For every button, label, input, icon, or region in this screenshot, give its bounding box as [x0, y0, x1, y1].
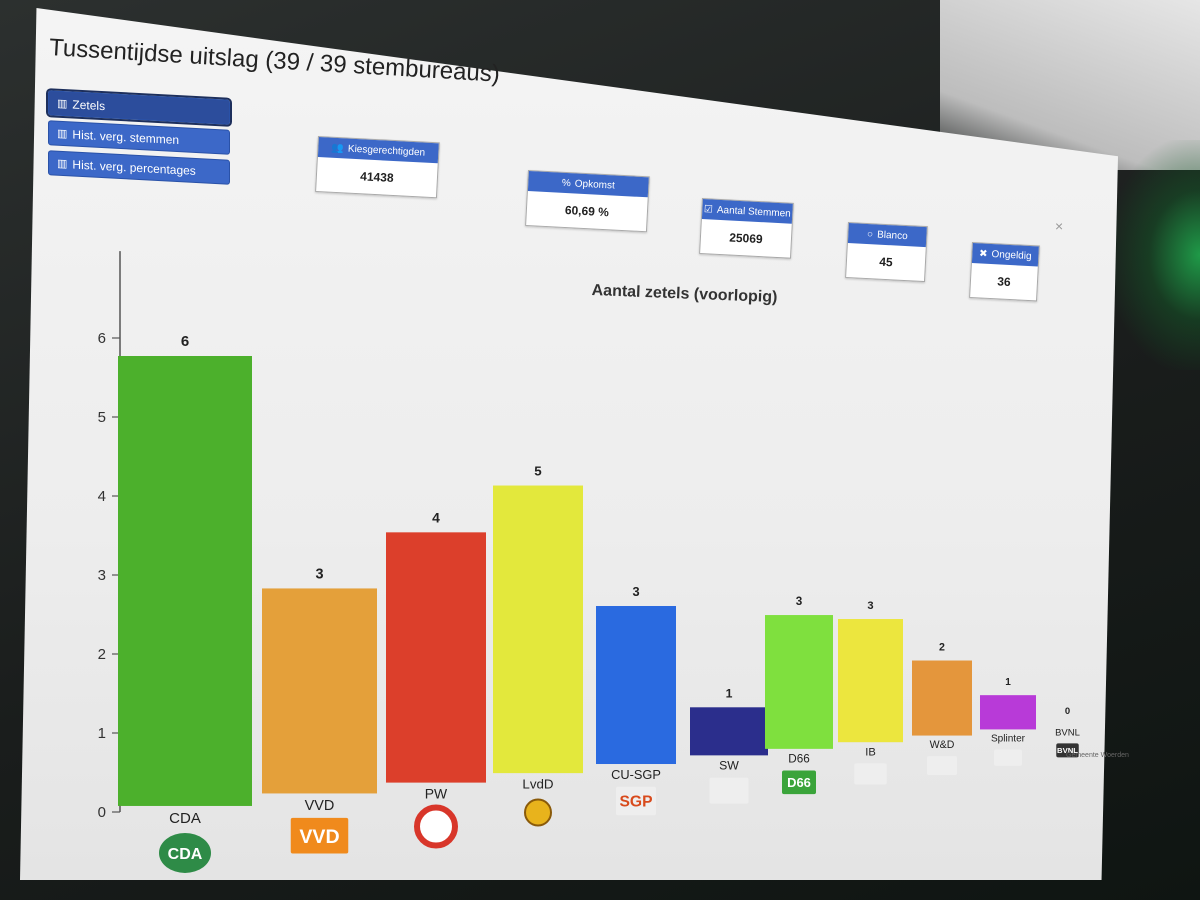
bar-value-label: 5 — [534, 464, 542, 479]
y-tick-label: 1 — [98, 725, 106, 742]
bar-splinter — [980, 695, 1036, 730]
bar-ib — [838, 619, 903, 743]
close-icon[interactable]: × — [1055, 218, 1064, 234]
lvdd-logo-icon — [524, 798, 552, 827]
pw-logo-icon — [414, 804, 458, 849]
category-label: D66 — [788, 753, 809, 766]
bar-cu-sgp — [596, 606, 676, 765]
y-tick-label: 0 — [98, 804, 106, 821]
party-logo-text: SGP — [620, 794, 653, 811]
category-label: Splinter — [991, 733, 1026, 744]
y-tick-label: 2 — [98, 646, 106, 663]
category-label: W&D — [930, 739, 955, 751]
party-logo-text: D66 — [787, 775, 811, 790]
y-tick-label: 4 — [98, 488, 106, 505]
y-tick-label: 5 — [98, 409, 106, 426]
bar-value-label: 4 — [432, 509, 440, 525]
credit-text: Gemeente Woerden — [1066, 752, 1129, 759]
bar-d66 — [765, 615, 833, 749]
splinter-logo-icon — [994, 749, 1022, 766]
bvnl-logo-icon — [1056, 743, 1079, 758]
category-label: CDA — [169, 810, 201, 827]
bar-value-label: 1 — [1005, 677, 1011, 688]
bar-value-label: 2 — [939, 642, 945, 654]
category-label: PW — [425, 786, 448, 802]
bar-lvdd — [493, 485, 583, 774]
bar-value-label: 0 — [1065, 706, 1070, 717]
bar-sw — [690, 707, 768, 756]
vvd-logo-icon — [290, 817, 349, 854]
category-label: VVD — [305, 798, 335, 814]
category-label: CU-SGP — [611, 767, 661, 782]
party-logo-text: VVD — [299, 826, 339, 848]
bar-w-d — [912, 660, 972, 736]
category-label: IB — [865, 746, 876, 758]
wd-logo-icon — [927, 756, 957, 775]
bar-cda — [118, 356, 252, 806]
category-label: SW — [719, 759, 739, 773]
room-green-light — [1110, 140, 1200, 370]
bar-vvd — [262, 588, 377, 794]
bar-value-label: 3 — [867, 600, 873, 612]
y-tick-label: 6 — [98, 330, 106, 347]
cda-logo-icon — [159, 832, 211, 873]
ib-logo-icon — [854, 763, 887, 785]
party-logo-text: CDA — [168, 846, 203, 863]
sw-logo-icon — [709, 777, 749, 804]
bar-pw — [386, 532, 486, 783]
bar-value-label: 6 — [181, 333, 189, 350]
party-logo-text: BVNL — [1057, 746, 1078, 755]
y-tick-label: 3 — [98, 567, 106, 584]
category-label: LvdD — [522, 776, 553, 791]
d66-logo-icon — [782, 770, 816, 795]
category-label: BVNL — [1055, 727, 1080, 738]
bar-value-label: 3 — [632, 584, 639, 599]
bar-value-label: 3 — [796, 595, 803, 608]
cu-sgp-logo-icon — [616, 786, 656, 816]
bar-value-label: 1 — [726, 686, 733, 700]
bar-value-label: 3 — [315, 566, 323, 582]
